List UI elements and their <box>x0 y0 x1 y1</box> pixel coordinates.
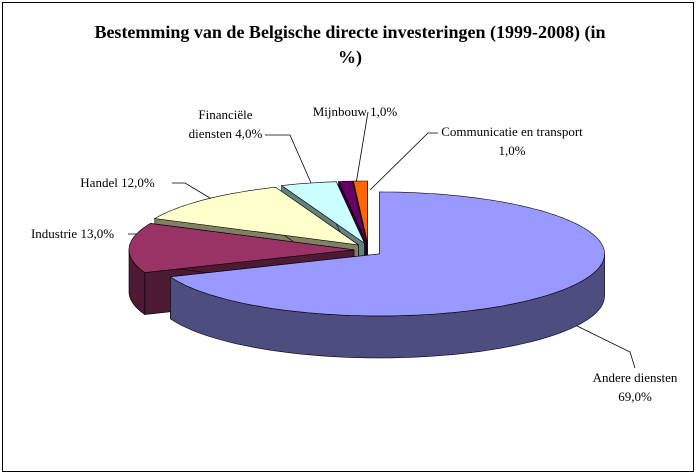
leader <box>574 324 636 369</box>
value-label: 1,0% <box>498 143 526 158</box>
slice <box>128 223 355 273</box>
leader <box>369 132 438 191</box>
data-label: Andere diensten 69,0% <box>570 368 698 406</box>
category-name: Andere diensten <box>592 370 678 385</box>
category-name: Mijnbouw <box>312 104 367 119</box>
data-label: Communicatie en transport 1,0% <box>432 122 592 160</box>
value-label: 12,0% <box>121 175 155 190</box>
slice <box>280 181 366 245</box>
data-label: Handel 12,0% <box>60 173 175 192</box>
slice <box>353 180 368 244</box>
pie <box>128 180 605 359</box>
data-label: Industrie 13,0% <box>10 224 135 243</box>
category-name: Financiële diensten <box>188 107 253 141</box>
value-label: 13,0% <box>80 226 115 241</box>
slice <box>169 191 605 317</box>
value-label: 4,0% <box>235 126 263 141</box>
leader <box>354 111 369 191</box>
chart <box>128 111 636 369</box>
chart-title: Bestemming van de Belgische directe inve… <box>94 22 606 67</box>
category-name: Industrie <box>30 226 78 241</box>
leader <box>265 134 316 193</box>
data-label: Financiële diensten 4,0% <box>178 105 273 143</box>
data-label: Mijnbouw 1,0% <box>300 102 410 121</box>
slice <box>153 186 359 246</box>
slice <box>338 180 367 244</box>
value-label: 1,0% <box>370 104 398 119</box>
value-label: 69,0% <box>618 389 652 404</box>
category-name: Communicatie en transport <box>441 124 583 139</box>
category-name: Handel <box>80 175 118 190</box>
